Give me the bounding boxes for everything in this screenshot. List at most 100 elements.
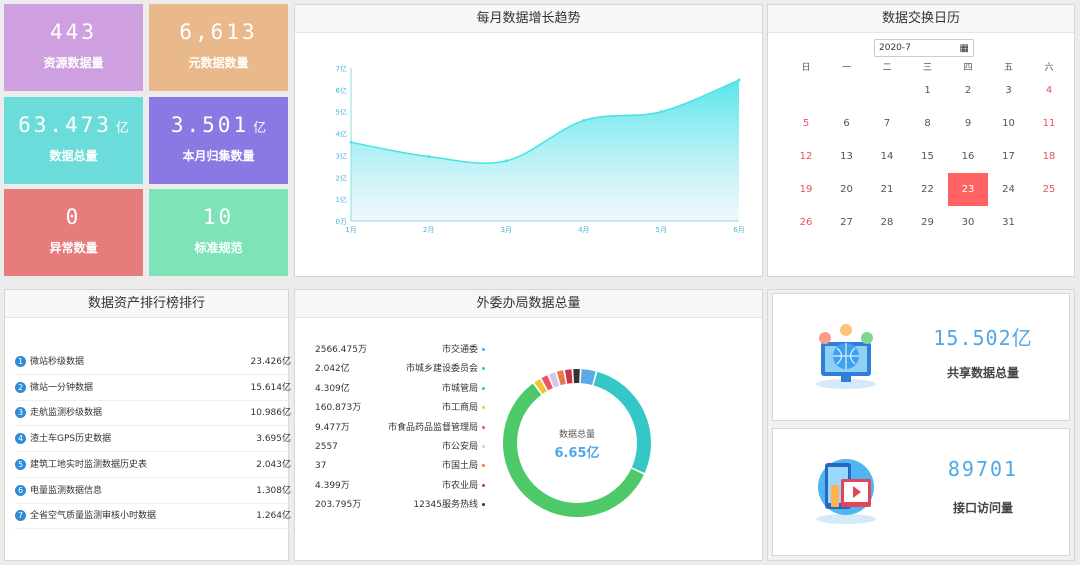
y-tick-label: 3亿 <box>336 151 347 160</box>
calendar-day[interactable]: 4 <box>1045 85 1053 96</box>
share-total-label: 共享数据总量 <box>946 366 1019 380</box>
calendar-day[interactable]: 2 <box>964 85 972 96</box>
share-total-value: 15.502亿 <box>933 326 1033 350</box>
ranking-row: 7 全省空气质量监测审核小时数据 1.264亿 <box>15 504 291 530</box>
calendar-day[interactable]: 31 <box>1002 217 1015 228</box>
calendar-day[interactable]: 26 <box>799 217 813 228</box>
donut-slice <box>548 372 560 388</box>
calendar-day[interactable]: 23 <box>948 173 988 206</box>
bureau-panel: 外委办局数据总量 2566.475万 市交通委 2.042亿 市城乡建设委员会 4.30… <box>294 289 763 561</box>
ranking-panel: 数据资产排行榜排行 1 微站秒级数据 23.426亿 2 微站一分钟数据 15.614亿 3… <box>4 289 291 561</box>
legend-dot <box>482 503 485 507</box>
calendar-day[interactable]: 17 <box>1002 151 1015 162</box>
trend-title: 每月数据增长趋势 <box>295 5 762 33</box>
ranking-row: 1 微站秒级数据 23.426亿 <box>15 350 291 375</box>
calendar-day[interactable]: 22 <box>921 184 934 195</box>
calendar-day[interactable]: 30 <box>961 217 975 228</box>
bureau-value: 9.477万 <box>315 422 350 433</box>
y-tick-label: 2亿 <box>336 173 347 182</box>
globe-network-icon <box>816 324 876 389</box>
calendar-day[interactable]: 20 <box>840 184 853 195</box>
stat-value: 10 <box>202 205 235 229</box>
calendar-day[interactable]: 8 <box>924 118 931 129</box>
stat-label: 异常数量 <box>49 241 98 255</box>
ranking-name: 走航监测秒级数据 <box>30 408 103 419</box>
y-tick-label: 1亿 <box>336 195 347 204</box>
trend-point <box>427 155 431 159</box>
api-access-value: 89701 <box>947 457 1019 481</box>
trend-area <box>351 80 739 221</box>
calendar-day[interactable]: 9 <box>964 118 972 129</box>
calendar-day[interactable]: 19 <box>799 184 813 195</box>
stat-label: 标准规范 <box>194 241 243 255</box>
ranking-row: 5 建筑工地实时监测数据历史表 2.043亿 <box>15 453 291 478</box>
weekday-header: 六 <box>1044 63 1054 73</box>
calendar-day[interactable]: 1 <box>924 85 931 96</box>
ranking-name: 微站秒级数据 <box>30 357 85 367</box>
trend-panel: 每月数据增长趋势 0万 1亿 2亿 3亿 4亿 5亿 6亿 7亿 1月 2月 3月 4月 5月 6月 <box>294 4 763 277</box>
calendar-day[interactable]: 24 <box>1002 184 1015 195</box>
rank-badge: 7 <box>15 510 26 522</box>
calendar-day[interactable]: 6 <box>843 118 850 129</box>
bureau-value: 2.042亿 <box>315 364 350 375</box>
calendar-day[interactable]: 25 <box>1042 184 1056 195</box>
calendar-day[interactable]: 28 <box>880 217 894 228</box>
calendar-day[interactable]: 12 <box>799 151 813 162</box>
calendar-day[interactable]: 16 <box>961 151 975 162</box>
weekday-header: 二 <box>882 63 892 73</box>
calendar-title: 数据交换日历 <box>768 5 1074 33</box>
ranking-value: 23.426亿 <box>250 357 292 367</box>
ranking-value: 1.264亿 <box>256 511 291 522</box>
x-tick-label: 6月 <box>733 226 744 234</box>
ranking-value: 15.614亿 <box>250 382 292 393</box>
stat-tile: 6,613 元数据数量 <box>149 4 288 91</box>
stat-tile: 3.501 亿本月归集数量 <box>149 97 288 184</box>
stat-value: 3.501 亿 <box>170 113 267 137</box>
calendar-day[interactable]: 15 <box>921 151 934 162</box>
bureau-name: 12345服务热线 <box>413 500 478 511</box>
x-tick-label: 2月 <box>423 226 434 234</box>
weekday-header: 五 <box>1003 63 1013 73</box>
ranking-value: 3.695亿 <box>256 434 291 445</box>
calendar-day[interactable]: 3 <box>1005 85 1012 96</box>
donut-slice <box>593 371 651 473</box>
calendar-day[interactable]: 14 <box>880 151 894 162</box>
bureau-row: 37 市国土局 <box>315 457 485 476</box>
calendar-day[interactable]: 27 <box>840 217 853 228</box>
calendar-day[interactable]: 7 <box>883 118 891 129</box>
weekday-header: 三 <box>922 63 932 73</box>
calendar-day[interactable]: 10 <box>1002 118 1015 129</box>
rank-badge: 6 <box>15 484 26 496</box>
bureau-value: 203.795万 <box>315 500 362 511</box>
trend-chart: 0万 1亿 2亿 3亿 4亿 5亿 6亿 7亿 1月 2月 3月 4月 5月 6月 <box>336 64 745 234</box>
y-tick-label: 0万 <box>336 218 347 226</box>
calendar-panel: 数据交换日历 2020-7 ▦ 日一二三四五六 1 2 3 4 5 6 7 8 9 10 11 12 13… <box>767 4 1075 277</box>
legend-dot <box>482 367 485 371</box>
stat-tile: 10 标准规范 <box>149 189 288 276</box>
share-total-card: 15.502亿 共享数据总量 <box>772 293 1070 421</box>
ranking-name: 渣土车GPS历史数据 <box>30 434 112 445</box>
donut-slice <box>541 375 553 391</box>
donut-slice <box>573 369 580 384</box>
rank-badge: 2 <box>15 381 26 393</box>
calendar-day[interactable]: 5 <box>802 118 810 129</box>
bureau-name: 市工商局 <box>441 403 478 414</box>
ranking-name: 建筑工地实时监测数据历史表 <box>30 459 148 470</box>
legend-dot <box>482 425 485 429</box>
calendar-day[interactable]: 13 <box>840 151 853 162</box>
calendar-day[interactable]: 18 <box>1042 151 1056 162</box>
calendar-day[interactable]: 21 <box>880 184 894 195</box>
month-picker[interactable]: 2020-7 ▦ <box>874 39 974 57</box>
ranking-row: 3 走航监测秒级数据 10.986亿 <box>15 401 291 427</box>
donut-slice <box>556 370 566 386</box>
weekday-header: 一 <box>841 63 851 73</box>
y-tick-label: 6亿 <box>336 86 347 95</box>
bureau-name: 市城管局 <box>441 383 478 394</box>
trend-point <box>582 118 586 122</box>
ranking-row: 2 微站一分钟数据 15.614亿 <box>15 376 291 401</box>
stat-label: 资源数据量 <box>43 56 104 70</box>
x-tick-label: 1月 <box>345 226 356 234</box>
calendar-day[interactable]: 29 <box>921 217 934 228</box>
stat-label: 元数据数量 <box>188 56 249 70</box>
calendar-day[interactable]: 11 <box>1042 118 1056 129</box>
